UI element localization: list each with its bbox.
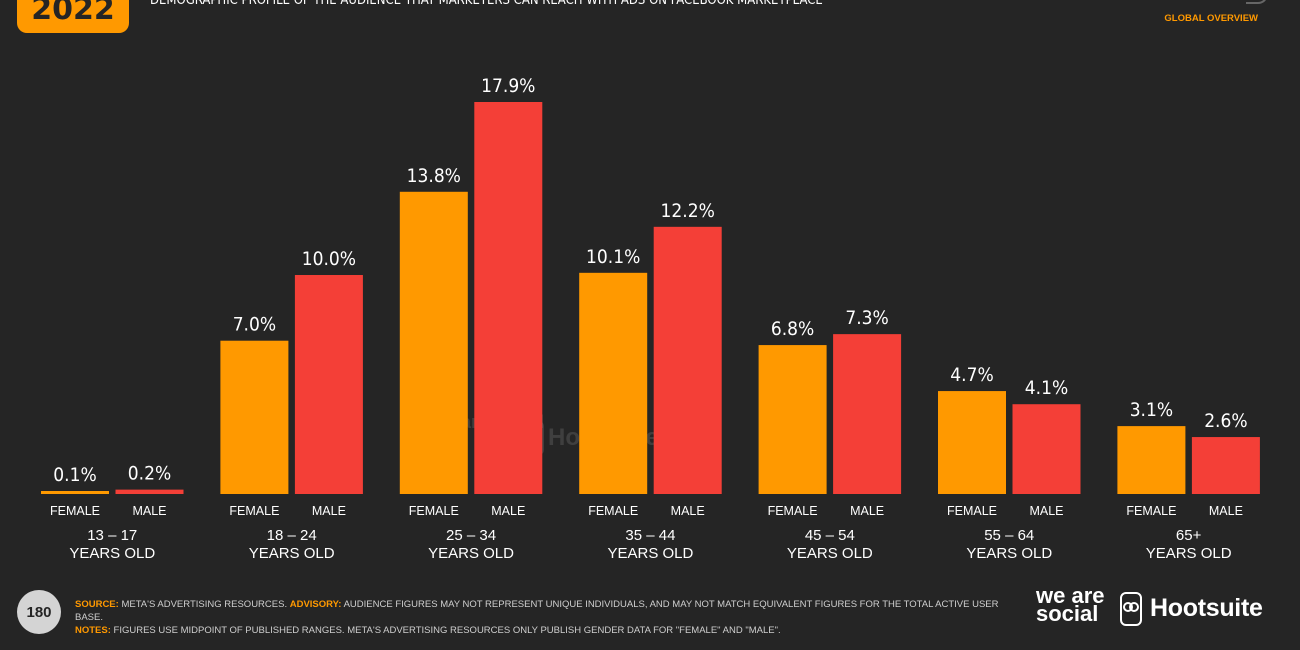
gender-label-male-5: MALE [1029, 504, 1063, 518]
age-label-3-line-1: YEARS OLD [608, 545, 694, 562]
year-badge: 2022 [17, 0, 129, 33]
gender-label-female-5: FEMALE [947, 504, 997, 518]
age-label-0-line-1: YEARS OLD [69, 545, 155, 562]
bar-male-5 [1012, 404, 1081, 494]
gender-label-female-1: FEMALE [229, 504, 279, 518]
bar-female-4 [758, 345, 827, 494]
footnote-notes-line: NOTES: FIGURES USE MIDPOINT OF PUBLISHED… [75, 624, 1025, 637]
footnote-source-line: SOURCE: META'S ADVERTISING RESOURCES. AD… [75, 598, 1025, 624]
age-label-1-line-1: YEARS OLD [249, 545, 335, 562]
hootsuite-logo: Hootsuite [1150, 594, 1263, 622]
gender-label-female-2: FEMALE [409, 504, 459, 518]
notes-label: NOTES: [75, 625, 111, 636]
age-label-5-line-1: YEARS OLD [966, 545, 1052, 562]
age-label-4-line-0: 45 – 54 [805, 527, 855, 544]
report-label: GLOBAL OVERVIEW [1164, 13, 1258, 24]
bar-male-0 [115, 489, 184, 494]
gender-label-male-6: MALE [1209, 504, 1243, 518]
advisory-text: AUDIENCE FIGURES MAY NOT REPRESENT UNIQU… [75, 599, 999, 623]
value-label-female-5: 4.7% [950, 364, 993, 386]
age-label-5-line-0: 55 – 64 [984, 527, 1034, 544]
value-label-male-6: 2.6% [1204, 410, 1247, 432]
source-label: SOURCE: [75, 599, 119, 610]
age-label-2-line-0: 25 – 34 [446, 527, 496, 544]
bar-male-4 [833, 334, 902, 494]
value-label-female-0: 0.1% [53, 464, 96, 486]
gender-label-female-0: FEMALE [50, 504, 100, 518]
gender-label-male-2: MALE [491, 504, 525, 518]
chart-subtitle: DEMOGRAPHIC PROFILE OF THE AUDIENCE THAT… [150, 0, 823, 8]
age-label-6-line-1: YEARS OLD [1146, 545, 1232, 562]
gender-label-male-4: MALE [850, 504, 884, 518]
age-label-2-line-1: YEARS OLD [428, 545, 514, 562]
notes-text: FIGURES USE MIDPOINT OF PUBLISHED RANGES… [113, 625, 781, 636]
value-label-female-1: 7.0% [233, 314, 276, 336]
bar-female-3 [579, 272, 648, 494]
age-label-6-line-0: 65+ [1176, 527, 1202, 544]
bar-female-1 [220, 340, 289, 494]
bar-male-1 [294, 275, 363, 494]
age-label-0-line-0: 13 – 17 [87, 527, 137, 544]
bar-female-6 [1117, 426, 1186, 494]
value-label-male-5: 4.1% [1025, 377, 1068, 399]
value-label-male-3: 12.2% [661, 200, 715, 222]
hootsuite-owl-icon [1120, 592, 1142, 626]
value-label-male-2: 17.9% [481, 75, 535, 97]
age-label-1-line-0: 18 – 24 [267, 527, 317, 544]
age-label-3-line-0: 35 – 44 [625, 527, 675, 544]
gender-label-male-0: MALE [132, 504, 166, 518]
value-label-male-4: 7.3% [845, 307, 888, 329]
source-text: META'S ADVERTISING RESOURCES. [121, 599, 288, 610]
bar-male-2 [474, 102, 543, 494]
value-label-female-6: 3.1% [1130, 399, 1173, 421]
page-number: 180 [17, 590, 61, 634]
gender-label-male-1: MALE [312, 504, 346, 518]
gender-label-female-3: FEMALE [588, 504, 638, 518]
bar-female-2 [399, 191, 468, 494]
value-label-female-4: 6.8% [771, 318, 814, 340]
bar-male-3 [653, 226, 722, 494]
value-label-male-1: 10.0% [302, 248, 356, 270]
value-label-female-3: 10.1% [586, 246, 640, 268]
value-label-male-0: 0.2% [128, 463, 171, 485]
gender-label-female-6: FEMALE [1126, 504, 1176, 518]
bar-female-5 [938, 391, 1006, 494]
bar-male-6 [1191, 437, 1260, 494]
value-label-female-2: 13.8% [407, 165, 461, 187]
we-are-social-logo: we are social [1036, 583, 1105, 626]
footnotes: SOURCE: META'S ADVERTISING RESOURCES. AD… [75, 598, 1025, 637]
bar-female-0 [41, 491, 109, 494]
age-label-4-line-1: YEARS OLD [787, 545, 873, 562]
gender-label-female-4: FEMALE [768, 504, 818, 518]
advisory-label: ADVISORY: [289, 599, 342, 610]
gender-label-male-3: MALE [671, 504, 705, 518]
